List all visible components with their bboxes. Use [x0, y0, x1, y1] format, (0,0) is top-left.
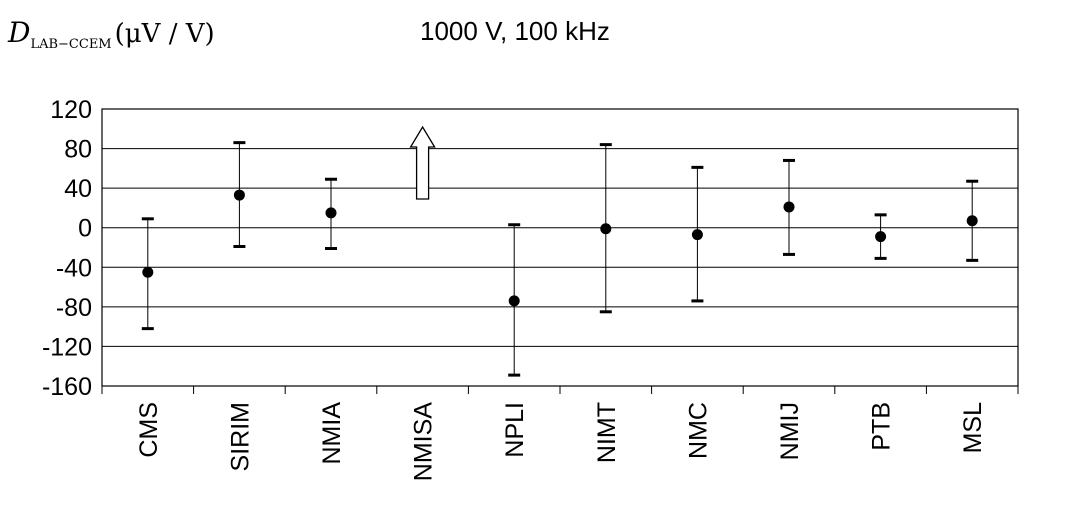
x-category-label: NMISA — [410, 402, 438, 482]
data-point — [600, 223, 612, 235]
data-point — [875, 231, 887, 243]
y-tick-label: -120 — [42, 333, 92, 361]
x-category-label: MSL — [959, 402, 987, 454]
x-category-label: PTB — [868, 402, 896, 451]
data-point — [142, 266, 154, 278]
y-axis-label: DLAB−CCEM (μV / V) — [7, 16, 215, 52]
y-axis-label-symbol: D — [7, 16, 30, 49]
x-category-label: SIRIM — [226, 402, 254, 471]
data-point — [325, 207, 337, 219]
y-tick-label: -80 — [56, 294, 92, 322]
x-category-label: NMIJ — [776, 402, 804, 460]
y-tick-label: 80 — [64, 136, 92, 164]
x-category-label: NMIA — [318, 402, 346, 465]
data-point — [233, 189, 245, 201]
y-axis-label-unit: (μV / V) — [115, 19, 215, 49]
y-tick-label: 40 — [64, 175, 92, 203]
x-category-label: NMC — [684, 402, 712, 459]
chart-title: 1000 V, 100 kHz — [420, 16, 610, 46]
plot-area: 120 80 40 0 -40 -80 -120 -160 CMS SIRIM NMIA NMISA N… — [42, 96, 1019, 482]
data-point — [508, 295, 520, 307]
x-category-label: CMS — [135, 402, 163, 458]
y-tick-label: 120 — [50, 96, 92, 124]
x-category-label: NPLI — [501, 402, 529, 458]
offscale-arrow — [409, 125, 436, 200]
data-point — [783, 201, 795, 213]
y-axis-label-subscript: LAB−CCEM — [30, 37, 111, 52]
x-category-label: NIMT — [593, 402, 621, 463]
data-point — [691, 229, 703, 241]
y-tick-label: -160 — [42, 373, 92, 401]
y-tick-label: 0 — [78, 215, 92, 243]
data-point — [966, 215, 978, 227]
y-tick-label: -40 — [56, 254, 92, 282]
